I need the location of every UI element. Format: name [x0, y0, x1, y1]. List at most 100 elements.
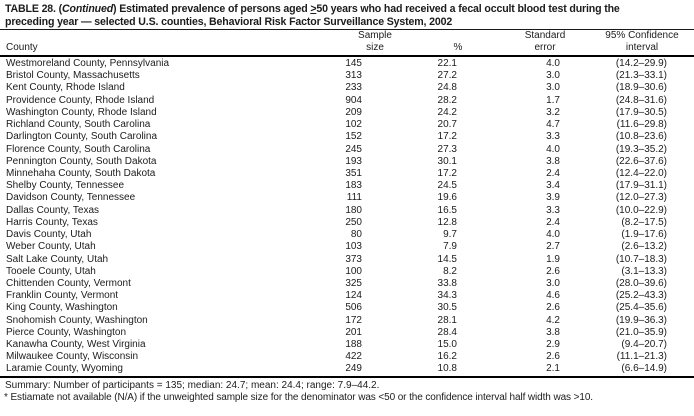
county-cell: Davidson County, Tennessee: [6, 192, 136, 204]
title-text: ) Estimated prevalence of persons aged: [113, 3, 311, 15]
confidence-interval-cell: (12.4–22.0): [615, 167, 667, 179]
title-text: 50 years who had received a fecal occult…: [316, 3, 620, 15]
column-header-confidence-interval: 95% Confidence interval: [582, 30, 694, 53]
table-row: Salt Lake County, Utah 373 14.5 1.9 (10.7–18…: [0, 254, 694, 266]
standard-error-cell: 3.3: [546, 204, 560, 216]
percent-cell: 15.0: [437, 339, 457, 351]
sample-size-cell: 201: [345, 326, 362, 338]
percent-cell: 16.5: [437, 204, 457, 216]
percent-cell: 20.7: [437, 119, 457, 131]
table-header: County Sample size % Standard error 95% …: [0, 30, 694, 55]
standard-error-cell: 3.3: [546, 131, 560, 143]
standard-error-cell: 2.6: [546, 351, 560, 363]
county-cell: Richland County, South Carolina: [6, 119, 151, 131]
percent-cell: 22.1: [437, 58, 457, 69]
confidence-interval-cell: (3.1–13.3): [621, 265, 667, 277]
confidence-interval-cell: (9.4–20.7): [621, 339, 667, 351]
confidence-interval-cell: (19.3–35.2): [615, 143, 667, 155]
title-continued-label: Continued: [62, 3, 114, 15]
table-row: Milwaukee County, Wisconsin 422 16.2 2.6 (11…: [0, 351, 694, 363]
county-cell: Washington County, Rhode Island: [6, 106, 157, 118]
standard-error-cell: 4.0: [546, 143, 560, 155]
table-row: Washington County, Rhode Island 209 24.2 3.…: [0, 107, 694, 119]
standard-error-cell: 2.6: [546, 302, 560, 314]
sample-size-cell: 188: [345, 339, 362, 351]
sample-size-cell: 152: [345, 131, 362, 143]
confidence-interval-cell: (21.3–33.1): [615, 70, 667, 82]
table-row: Davidson County, Tennessee 111 19.6 3.9 (12.…: [0, 192, 694, 204]
table-row: Weber County, Utah 103 7.9 2.7 (2.6–13.2): [0, 241, 694, 253]
table-row: Snohomish County, Washington 172 28.1 4.2 (1…: [0, 315, 694, 327]
standard-error-cell: 3.0: [546, 82, 560, 94]
confidence-interval-cell: (25.2–43.3): [615, 290, 667, 302]
standard-error-cell: 1.7: [546, 94, 560, 106]
confidence-interval-cell: (22.6–37.6): [615, 155, 667, 167]
percent-cell: 16.2: [437, 351, 457, 363]
standard-error-cell: 4.0: [546, 58, 560, 69]
column-header-standard-error: Standard error: [495, 30, 595, 53]
standard-error-cell: 4.0: [546, 229, 560, 241]
confidence-interval-cell: (18.9–30.6): [615, 82, 667, 94]
table-row: Chittenden County, Vermont 325 33.8 3.0 (28.…: [0, 278, 694, 290]
percent-cell: 12.8: [437, 216, 457, 228]
column-header-percent: %: [453, 41, 463, 53]
county-cell: Milwaukee County, Wisconsin: [6, 351, 139, 363]
title-line-1: TABLE 28. (Continued) Estimated prevalen…: [5, 3, 690, 16]
county-cell: Minnehaha County, South Dakota: [6, 167, 156, 179]
county-cell: Pierce County, Washington: [6, 326, 127, 338]
sample-size-cell: 80: [350, 229, 362, 241]
standard-error-cell: 4.2: [546, 314, 560, 326]
county-cell: Darlington County, South Carolina: [6, 131, 158, 143]
sample-size-cell: 103: [345, 241, 362, 253]
county-cell: Florence County, South Carolina: [6, 143, 151, 155]
table-row: Minnehaha County, South Dakota 351 17.2 2.4…: [0, 168, 694, 180]
county-cell: Weber County, Utah: [6, 241, 96, 253]
sample-size-cell: 506: [345, 302, 362, 314]
column-header-line: size: [366, 41, 384, 53]
percent-cell: 30.5: [437, 302, 457, 314]
percent-cell: 24.8: [437, 82, 457, 94]
sample-size-cell: 100: [345, 265, 362, 277]
table-row: King County, Washington 506 30.5 2.6 (25.4–3…: [0, 302, 694, 314]
standard-error-cell: 3.9: [546, 192, 560, 204]
confidence-interval-cell: (14.2–29.9): [615, 58, 667, 69]
confidence-interval-cell: (17.9–31.1): [615, 180, 667, 192]
title-divider-rule: [0, 29, 694, 30]
table-body: Westmoreland County, Pennsylvania 145 22.1…: [0, 57, 694, 376]
confidence-interval-cell: (25.4–35.6): [615, 302, 667, 314]
standard-error-cell: 2.4: [546, 216, 560, 228]
county-cell: Tooele County, Utah: [6, 265, 96, 277]
column-header-line: Standard: [524, 30, 566, 41]
confidence-interval-cell: (24.8–31.6): [615, 94, 667, 106]
confidence-interval-cell: (1.9–17.6): [621, 229, 667, 241]
standard-error-cell: 3.0: [546, 277, 560, 289]
standard-error-cell: 3.8: [546, 155, 560, 167]
percent-cell: 17.2: [437, 131, 457, 143]
table-row: Bristol County, Massachusetts 313 27.2 3.0 (…: [0, 70, 694, 82]
sample-size-cell: 325: [345, 277, 362, 289]
table-row: Florence County, South Carolina 245 27.3 4.…: [0, 144, 694, 156]
table-row: Pennington County, South Dakota 193 30.1 3.…: [0, 156, 694, 168]
table-row: Kent County, Rhode Island 233 24.8 3.0 (18.9…: [0, 82, 694, 94]
confidence-interval-cell: (2.6–13.2): [621, 241, 667, 253]
sample-size-cell: 422: [345, 351, 362, 363]
county-cell: Davis County, Utah: [6, 229, 92, 241]
table-row: Kanawha County, West Virginia 188 15.0 2.9 (…: [0, 339, 694, 351]
percent-cell: 34.3: [437, 290, 457, 302]
sample-size-cell: 180: [345, 204, 362, 216]
confidence-interval-cell: (28.0–39.6): [615, 277, 667, 289]
table-row: Tooele County, Utah 100 8.2 2.6 (3.1–13.3): [0, 266, 694, 278]
sample-size-cell: 172: [345, 314, 362, 326]
confidence-interval-cell: (8.2–17.5): [621, 216, 667, 228]
standard-error-cell: 4.7: [546, 119, 560, 131]
sample-size-cell: 193: [345, 155, 362, 167]
county-cell: Pennington County, South Dakota: [6, 155, 157, 167]
confidence-interval-cell: (12.0–27.3): [615, 192, 667, 204]
standard-error-cell: 2.7: [546, 241, 560, 253]
percent-cell: 19.6: [437, 192, 457, 204]
county-cell: King County, Washington: [6, 302, 118, 314]
confidence-interval-cell: (11.6–29.8): [616, 119, 667, 131]
sample-size-cell: 183: [345, 180, 362, 192]
percent-cell: 27.2: [437, 70, 457, 82]
